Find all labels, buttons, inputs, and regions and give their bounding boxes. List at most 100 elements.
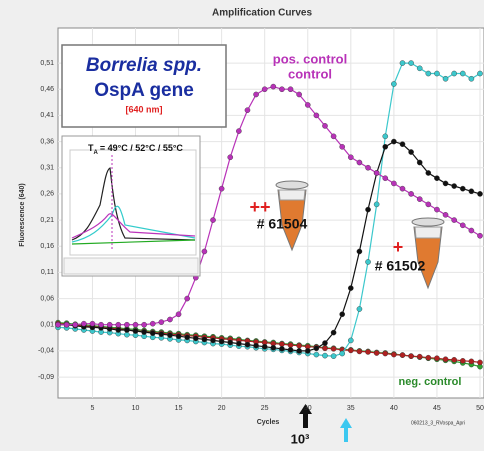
data-point: [107, 322, 112, 327]
y-tick-label: 0,31: [40, 165, 54, 172]
data-point: [322, 353, 327, 358]
data-point: [228, 155, 233, 160]
data-point: [365, 165, 370, 170]
data-point: [357, 306, 362, 311]
y-tick-label: -0,04: [38, 348, 54, 355]
file-label: 060213_3_RVospa_Apri: [411, 420, 465, 426]
data-point: [262, 344, 267, 349]
data-point: [452, 71, 457, 76]
data-point: [331, 330, 336, 335]
copies-label: 10³: [291, 431, 310, 446]
data-point: [391, 81, 396, 86]
x-tick-label: 10: [132, 405, 140, 412]
data-point: [297, 92, 302, 97]
x-tick-label: 5: [90, 405, 94, 412]
data-point: [150, 331, 155, 336]
data-point: [469, 189, 474, 194]
data-point: [357, 349, 362, 354]
data-point: [236, 341, 241, 346]
data-point: [305, 348, 310, 353]
plus-label: +: [393, 237, 404, 257]
sample-label: # 61502: [375, 258, 426, 274]
wavelength-label: [640 nm]: [125, 104, 162, 114]
data-point: [443, 357, 448, 362]
data-point: [116, 322, 121, 327]
data-point: [409, 354, 414, 359]
y-tick-label: 0,36: [40, 138, 54, 145]
data-point: [443, 76, 448, 81]
data-point: [297, 343, 302, 348]
data-point: [409, 149, 414, 154]
data-point: [460, 71, 465, 76]
data-point: [469, 76, 474, 81]
data-point: [142, 329, 147, 334]
data-point: [365, 259, 370, 264]
data-point: [400, 142, 405, 147]
data-point: [434, 176, 439, 181]
data-point: [288, 343, 293, 348]
data-point: [133, 328, 138, 333]
tube-lid: [412, 218, 444, 226]
data-point: [460, 358, 465, 363]
data-point: [340, 312, 345, 317]
data-point: [357, 160, 362, 165]
data-point: [426, 202, 431, 207]
data-point: [383, 144, 388, 149]
data-point: [331, 354, 336, 359]
data-point: [279, 341, 284, 346]
pos-control-label: pos. control: [273, 51, 347, 66]
y-tick-label: 0,51: [40, 60, 54, 67]
data-point: [124, 327, 129, 332]
data-point: [434, 356, 439, 361]
data-point: [314, 352, 319, 357]
tube-lid: [276, 181, 308, 189]
data-point: [348, 338, 353, 343]
data-point: [185, 335, 190, 340]
data-point: [426, 71, 431, 76]
x-tick-label: 25: [261, 405, 269, 412]
data-point: [365, 349, 370, 354]
data-point: [365, 207, 370, 212]
data-point: [219, 186, 224, 191]
data-point: [279, 87, 284, 92]
y-tick-label: 0,11: [41, 269, 54, 276]
pos-control-label: control: [288, 66, 332, 81]
y-tick-label: 0,16: [40, 243, 54, 250]
data-point: [124, 322, 129, 327]
data-point: [434, 207, 439, 212]
data-point: [391, 139, 396, 144]
data-point: [331, 134, 336, 139]
neg-control-label: neg. control: [399, 376, 462, 388]
data-point: [477, 71, 482, 76]
data-point: [228, 340, 233, 345]
x-tick-label: 45: [433, 405, 441, 412]
data-point: [271, 345, 276, 350]
data-point: [322, 340, 327, 345]
data-point: [426, 355, 431, 360]
data-point: [253, 92, 258, 97]
y-tick-label: 0,06: [40, 295, 54, 302]
data-point: [297, 348, 302, 353]
data-point: [391, 352, 396, 357]
data-point: [374, 202, 379, 207]
data-point: [262, 87, 267, 92]
data-point: [245, 108, 250, 113]
data-point: [469, 228, 474, 233]
data-point: [176, 312, 181, 317]
data-point: [124, 332, 129, 337]
data-point: [443, 181, 448, 186]
plus-label: ++: [249, 197, 270, 217]
data-point: [452, 217, 457, 222]
data-point: [288, 347, 293, 352]
data-point: [452, 183, 457, 188]
x-tick-label: 35: [347, 405, 355, 412]
data-point: [116, 327, 121, 332]
x-axis-label: Cycles: [257, 419, 280, 426]
data-point: [348, 285, 353, 290]
y-tick-label: 0,41: [40, 112, 54, 119]
data-point: [159, 332, 164, 337]
data-point: [400, 60, 405, 65]
data-point: [305, 102, 310, 107]
inset-sub: A: [94, 150, 99, 156]
data-point: [443, 212, 448, 217]
